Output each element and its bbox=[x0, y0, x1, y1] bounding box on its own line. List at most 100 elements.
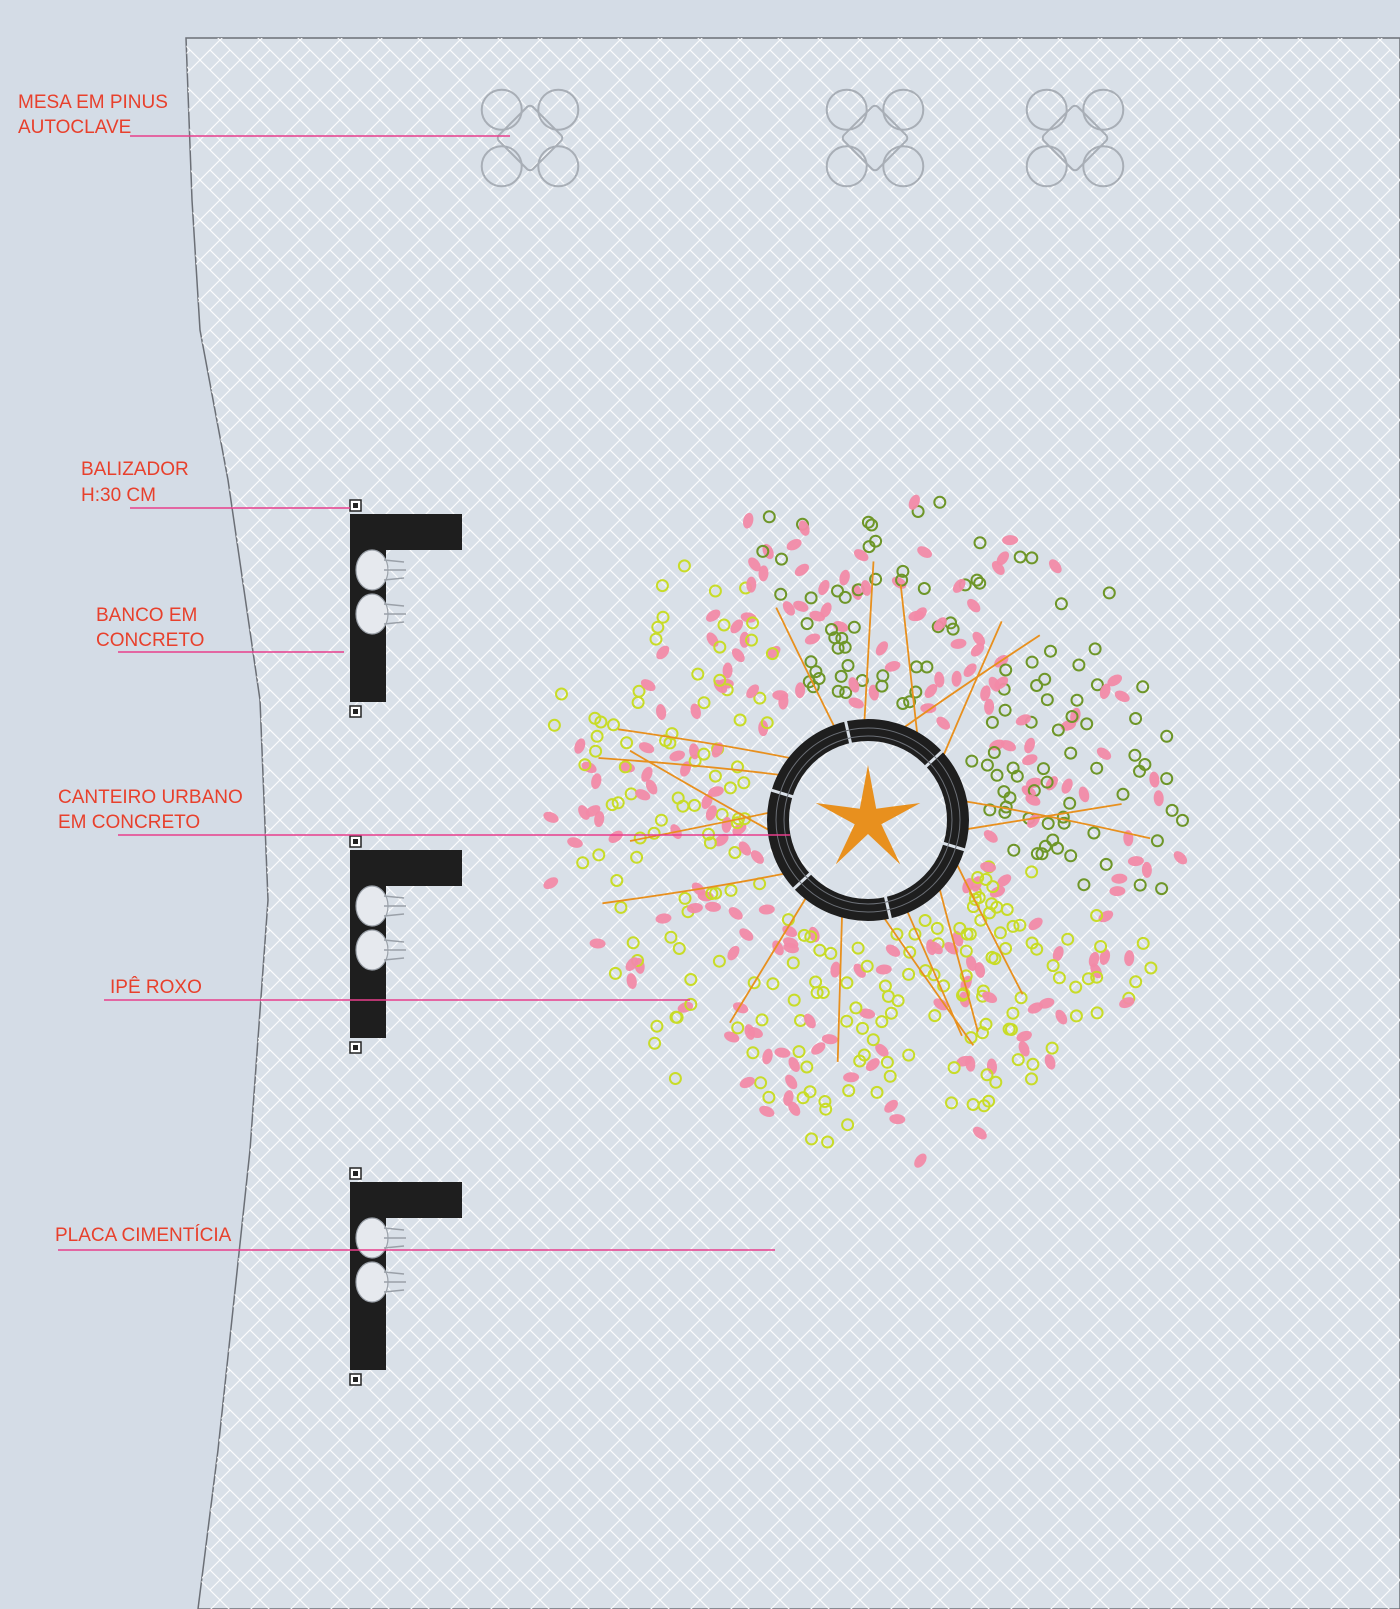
flower-mark bbox=[746, 684, 760, 699]
flower-mark bbox=[1044, 1054, 1056, 1070]
flower-mark bbox=[731, 648, 745, 663]
label-placa: PLACA CIMENTÍCIA bbox=[55, 1225, 232, 1246]
flower-mark bbox=[795, 682, 806, 699]
labels: MESA EM PINUS AUTOCLAVE BALIZADOR H:30 C… bbox=[18, 92, 243, 1246]
leaf-mark bbox=[620, 736, 634, 750]
leaf-mark bbox=[691, 667, 705, 681]
leaf-mark bbox=[589, 744, 603, 758]
branch-mark bbox=[836, 906, 844, 1062]
leaf-mark bbox=[870, 1085, 884, 1099]
leaf-mark bbox=[786, 956, 800, 970]
branch-mark bbox=[618, 728, 801, 762]
leaf-mark bbox=[713, 673, 727, 687]
flower-mark bbox=[963, 663, 977, 678]
flower-mark bbox=[638, 742, 655, 754]
leaf-mark bbox=[875, 1015, 889, 1029]
leaf-mark bbox=[1090, 1006, 1104, 1020]
leaf-mark bbox=[838, 640, 852, 654]
leaf-mark bbox=[1069, 1009, 1083, 1023]
tables-group bbox=[480, 88, 1125, 188]
leaf-mark bbox=[970, 573, 984, 587]
flower-mark bbox=[788, 1057, 800, 1072]
flower-mark bbox=[965, 1055, 976, 1072]
leaf-mark bbox=[1045, 1041, 1059, 1055]
leaf-mark bbox=[851, 941, 865, 955]
flower-mark bbox=[989, 886, 1006, 898]
leaf-mark bbox=[1094, 940, 1108, 953]
flower-mark bbox=[1016, 1030, 1032, 1042]
leaf-mark bbox=[1090, 761, 1104, 775]
leaf-mark bbox=[1057, 816, 1071, 830]
leaf-mark bbox=[1025, 655, 1039, 669]
leaf-mark bbox=[1064, 849, 1078, 863]
leaf-mark bbox=[841, 1118, 855, 1132]
leaf-mark bbox=[884, 1006, 898, 1020]
leaf-mark bbox=[1065, 710, 1079, 723]
flower-mark bbox=[988, 676, 1001, 692]
leaf-mark bbox=[618, 760, 632, 774]
leaf-mark bbox=[547, 718, 561, 732]
branch-mark bbox=[629, 749, 780, 837]
flower-mark bbox=[543, 811, 559, 823]
branch-mark bbox=[894, 634, 1041, 735]
leaf-mark bbox=[831, 684, 845, 698]
flower-mark bbox=[740, 612, 757, 623]
leaf-mark bbox=[592, 848, 606, 862]
flower-mark bbox=[635, 789, 651, 801]
leaf-mark bbox=[945, 1096, 958, 1110]
leaf-mark bbox=[747, 976, 761, 990]
flower-mark bbox=[818, 579, 830, 596]
flower-mark bbox=[743, 512, 754, 529]
leaf-mark bbox=[1136, 936, 1150, 950]
leaf-mark bbox=[611, 796, 625, 810]
leaf-mark bbox=[1030, 942, 1044, 956]
flower-mark bbox=[728, 907, 743, 920]
leaf-mark bbox=[1176, 813, 1189, 827]
flower-mark bbox=[772, 940, 784, 956]
flower-mark bbox=[848, 697, 864, 709]
bollard-icon bbox=[349, 1373, 362, 1386]
flower-mark bbox=[762, 1048, 773, 1065]
flower-mark bbox=[983, 830, 998, 843]
leaf-mark bbox=[1000, 903, 1014, 916]
flower-mark bbox=[875, 964, 892, 975]
person-icon bbox=[355, 1261, 406, 1303]
flower-mark bbox=[848, 677, 860, 693]
flower-mark bbox=[1124, 950, 1135, 967]
leaf-mark bbox=[796, 1091, 810, 1105]
leaf-mark bbox=[1069, 980, 1083, 994]
leaf-mark bbox=[993, 926, 1007, 940]
flower-mark bbox=[748, 557, 761, 572]
leaf-mark bbox=[1046, 959, 1060, 973]
flower-mark bbox=[793, 600, 809, 612]
leaf-mark bbox=[1044, 644, 1057, 658]
branch-mark bbox=[899, 584, 920, 746]
branch-mark bbox=[729, 889, 812, 1024]
leaf-mark bbox=[869, 534, 883, 548]
flower-mark bbox=[738, 841, 752, 856]
leaf-mark bbox=[678, 891, 692, 905]
leaf-mark bbox=[804, 655, 818, 669]
flower-mark bbox=[655, 913, 672, 924]
flower-mark bbox=[913, 607, 927, 621]
leaf-mark bbox=[928, 1009, 942, 1023]
leaf-mark bbox=[903, 945, 917, 959]
leaf-mark bbox=[578, 758, 592, 772]
leaf-mark bbox=[865, 518, 879, 532]
leaf-mark bbox=[792, 1045, 806, 1059]
leaf-mark bbox=[1165, 803, 1179, 817]
flower-mark bbox=[952, 578, 966, 593]
bollard-icon bbox=[349, 499, 362, 512]
leaf-mark bbox=[787, 993, 801, 1007]
flower-mark bbox=[917, 546, 933, 558]
flower-mark bbox=[714, 833, 729, 847]
flower-mark bbox=[626, 973, 637, 990]
leaf-mark bbox=[918, 914, 932, 927]
branch-mark bbox=[602, 870, 795, 905]
leaf-mark bbox=[988, 952, 1002, 966]
flower-mark bbox=[705, 805, 717, 821]
flower-mark bbox=[1119, 997, 1135, 1009]
leaf-mark bbox=[824, 946, 838, 960]
leaf-mark bbox=[754, 1076, 768, 1090]
leaf-mark bbox=[910, 660, 923, 674]
